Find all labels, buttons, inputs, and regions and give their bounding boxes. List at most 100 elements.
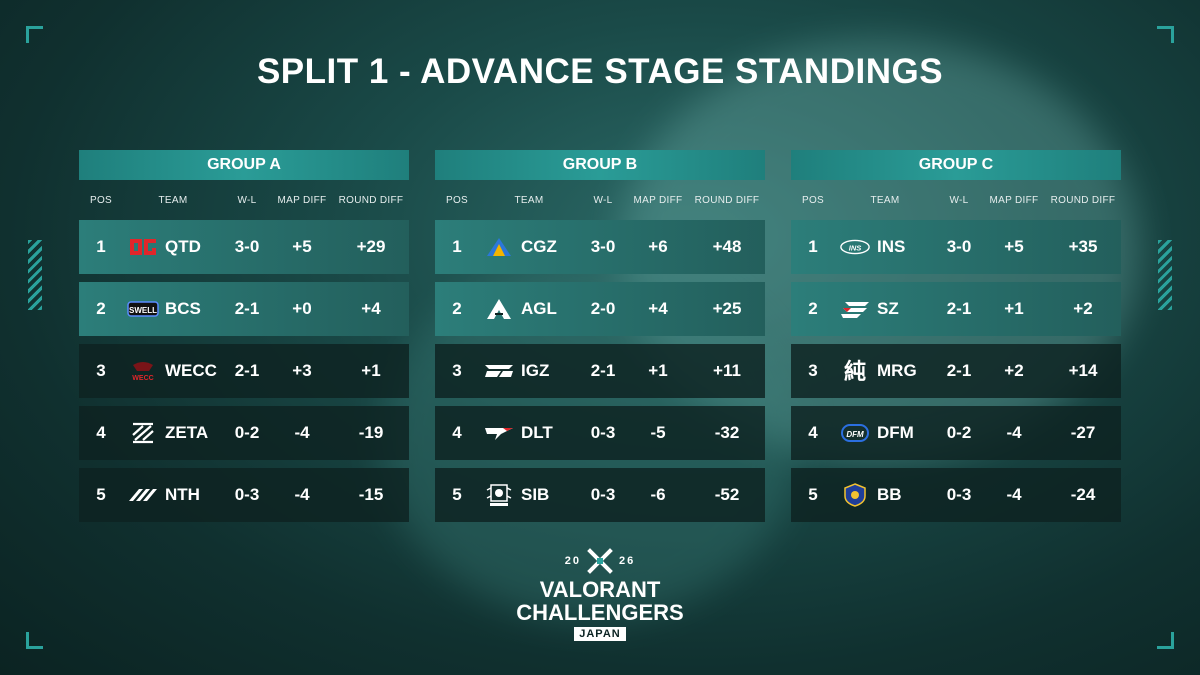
map-diff: -4	[1006, 423, 1022, 442]
col-map-diff-header: MAP DIFF	[633, 194, 683, 206]
col-team-header: TEAM	[514, 194, 544, 206]
position: 3	[96, 361, 106, 380]
win-loss: 0-2	[946, 423, 972, 442]
position: 3	[808, 361, 818, 380]
round-diff: -32	[714, 423, 740, 442]
round-diff: +48	[712, 237, 742, 256]
standings-row: 1 CGZ 3-0 +6 +48	[435, 220, 765, 274]
svg-text:DFM: DFM	[846, 430, 864, 439]
column-headers: POS TEAM W-L MAP DIFF ROUND DIFF	[435, 180, 765, 220]
round-diff: +25	[712, 299, 742, 318]
qtd-logo-icon	[127, 235, 159, 259]
team-cell: NTH	[123, 483, 223, 507]
team-cell: SWELL BCS	[123, 297, 223, 321]
team-cell: SIB	[479, 483, 579, 507]
round-diff: -19	[358, 423, 384, 442]
zeta-logo-icon	[127, 421, 159, 445]
map-diff: -4	[294, 485, 310, 504]
col-round-diff-header: ROUND DIFF	[1050, 194, 1116, 206]
map-diff: +5	[292, 237, 312, 256]
bb-logo-icon	[839, 483, 871, 507]
cgz-logo-icon	[483, 235, 515, 259]
map-diff: +1	[648, 361, 668, 380]
win-loss: 3-0	[946, 237, 972, 256]
round-diff: -24	[1070, 485, 1096, 504]
win-loss: 2-0	[590, 299, 616, 318]
team-name: DFM	[877, 423, 914, 442]
standings-row: 4 ZETA 0-2 -4 -19	[79, 406, 409, 460]
standings-row: 4 DFM DFM 0-2 -4 -27	[791, 406, 1121, 460]
col-wl-header: W-L	[949, 194, 969, 206]
brand-year-left: 20	[564, 555, 581, 567]
team-cell: ZETA	[123, 421, 223, 445]
igz-logo-icon	[483, 359, 515, 383]
col-map-diff-header: MAP DIFF	[989, 194, 1039, 206]
team-name: QTD	[165, 237, 201, 256]
position: 3	[452, 361, 462, 380]
team-name: ZETA	[165, 423, 209, 442]
team-name: NTH	[165, 485, 200, 504]
corner-bracket-bottom-left	[26, 632, 43, 649]
map-diff: -4	[1006, 485, 1022, 504]
position: 5	[808, 485, 818, 504]
win-loss: 0-2	[234, 423, 260, 442]
svg-text:INS: INS	[849, 243, 862, 252]
sib-logo-icon	[483, 483, 515, 507]
team-name: SZ	[877, 299, 899, 318]
position: 1	[452, 237, 462, 256]
column-headers: POS TEAM W-L MAP DIFF ROUND DIFF	[791, 180, 1121, 220]
map-diff: +0	[292, 299, 312, 318]
svg-text:SWELL: SWELL	[129, 306, 157, 315]
brand-line-challengers: CHALLENGERS	[516, 600, 684, 625]
round-diff: +35	[1068, 237, 1098, 256]
standings-row: 5 SIB 0-3 -6 -52	[435, 468, 765, 522]
round-diff: +29	[356, 237, 386, 256]
ins-logo-icon: INS	[839, 235, 871, 259]
round-diff: +14	[1068, 361, 1098, 380]
corner-bracket-top-right	[1157, 26, 1174, 43]
group-table-b: GROUP B POS TEAM W-L MAP DIFF ROUND DIFF…	[435, 150, 765, 530]
standings-row: 5 NTH 0-3 -4 -15	[79, 468, 409, 522]
team-name: AGL	[521, 299, 557, 318]
round-diff: -15	[358, 485, 384, 504]
win-loss: 0-3	[590, 485, 616, 504]
win-loss: 2-1	[234, 299, 260, 318]
win-loss: 2-1	[946, 299, 972, 318]
team-name: DLT	[521, 423, 553, 442]
standings-row: 3 WECC WECC 2-1 +3 +1	[79, 344, 409, 398]
team-cell: BB	[835, 483, 935, 507]
mrg-logo-icon: 純	[839, 359, 871, 384]
sz-logo-icon	[839, 297, 871, 321]
map-diff: -4	[294, 423, 310, 442]
position: 5	[452, 485, 462, 504]
round-diff: +11	[713, 361, 741, 380]
position: 2	[96, 299, 106, 318]
col-pos-header: POS	[445, 194, 469, 206]
brand-year-right: 26	[619, 555, 636, 567]
map-diff: +1	[1004, 299, 1024, 318]
win-loss: 3-0	[234, 237, 260, 256]
team-name: WECC	[165, 361, 217, 380]
win-loss: 2-1	[946, 361, 972, 380]
position: 1	[96, 237, 106, 256]
position: 1	[808, 237, 818, 256]
nth-logo-icon	[127, 483, 159, 507]
position: 4	[452, 423, 462, 442]
round-diff: +1	[361, 361, 381, 380]
team-name: CGZ	[521, 237, 557, 256]
team-name: INS	[877, 237, 906, 256]
standings-row: 2 SZ 2-1 +1 +2	[791, 282, 1121, 336]
map-diff: +2	[1004, 361, 1024, 380]
map-diff: +4	[648, 299, 668, 318]
team-cell: DFM DFM	[835, 421, 935, 445]
team-cell: QTD	[123, 235, 223, 259]
col-wl-header: W-L	[593, 194, 613, 206]
position: 4	[96, 423, 106, 442]
team-cell: INS INS	[835, 235, 935, 259]
win-loss: 2-1	[590, 361, 616, 380]
valorant-emblem-icon	[587, 548, 613, 574]
standings-row: 3 純 MRG 2-1 +2 +14	[791, 344, 1121, 398]
group-header: GROUP A	[79, 150, 409, 180]
team-name: BB	[877, 485, 902, 504]
group-table-a: GROUP A POS TEAM W-L MAP DIFF ROUND DIFF…	[79, 150, 409, 530]
